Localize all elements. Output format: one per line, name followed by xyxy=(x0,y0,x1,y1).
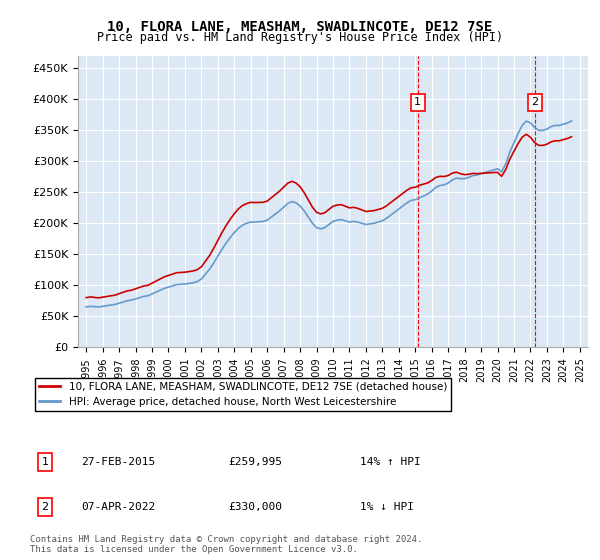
Text: 07-APR-2022: 07-APR-2022 xyxy=(81,502,155,512)
Text: 27-FEB-2015: 27-FEB-2015 xyxy=(81,457,155,467)
Text: Price paid vs. HM Land Registry's House Price Index (HPI): Price paid vs. HM Land Registry's House … xyxy=(97,31,503,44)
Text: 2: 2 xyxy=(41,502,49,512)
Text: £259,995: £259,995 xyxy=(228,457,282,467)
Text: 14% ↑ HPI: 14% ↑ HPI xyxy=(360,457,421,467)
Text: 10, FLORA LANE, MEASHAM, SWADLINCOTE, DE12 7SE: 10, FLORA LANE, MEASHAM, SWADLINCOTE, DE… xyxy=(107,20,493,34)
Text: Contains HM Land Registry data © Crown copyright and database right 2024.
This d: Contains HM Land Registry data © Crown c… xyxy=(30,535,422,554)
Legend: 10, FLORA LANE, MEASHAM, SWADLINCOTE, DE12 7SE (detached house), HPI: Average pr: 10, FLORA LANE, MEASHAM, SWADLINCOTE, DE… xyxy=(35,377,451,411)
Text: 1: 1 xyxy=(41,457,49,467)
Text: £330,000: £330,000 xyxy=(228,502,282,512)
Text: 1: 1 xyxy=(414,97,421,108)
Text: 1% ↓ HPI: 1% ↓ HPI xyxy=(360,502,414,512)
Text: 2: 2 xyxy=(531,97,538,108)
